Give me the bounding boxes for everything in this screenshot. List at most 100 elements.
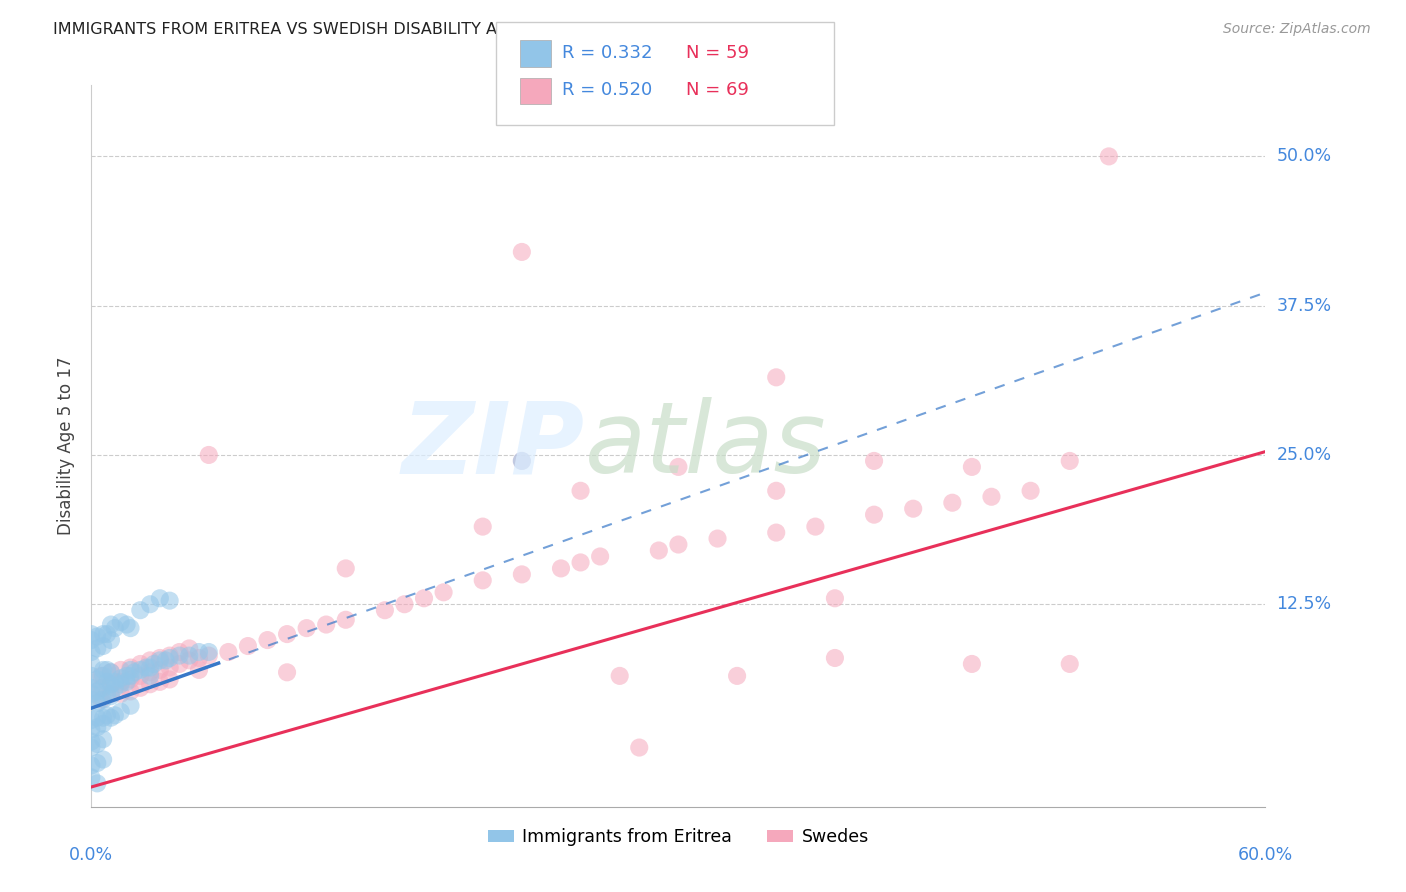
Point: [941, 496, 963, 510]
Point: [335, 613, 357, 627]
Point: [120, 684, 142, 698]
Point: [110, 687, 132, 701]
Point: [110, 705, 132, 719]
Text: ZIP: ZIP: [402, 398, 585, 494]
Point: [80, 687, 103, 701]
Point: [1059, 657, 1081, 671]
Point: [80, 771, 103, 785]
Point: [104, 681, 127, 695]
Point: [80, 633, 103, 648]
Point: [80, 645, 103, 659]
Point: [120, 673, 142, 687]
Point: [139, 669, 162, 683]
Point: [169, 645, 191, 659]
Point: [91, 663, 114, 677]
Point: [628, 740, 651, 755]
Point: [86, 641, 108, 656]
Point: [110, 677, 132, 691]
Point: [159, 651, 181, 665]
Point: [188, 645, 211, 659]
Point: [765, 370, 787, 384]
Point: [149, 591, 172, 606]
Point: [80, 693, 103, 707]
Point: [80, 669, 103, 683]
Point: [374, 603, 396, 617]
Point: [824, 591, 846, 606]
Point: [86, 737, 108, 751]
Point: [569, 556, 592, 570]
Point: [804, 519, 827, 533]
Point: [394, 597, 416, 611]
Point: [256, 633, 278, 648]
Point: [86, 756, 108, 770]
Point: [96, 627, 118, 641]
Text: 12.5%: 12.5%: [1277, 595, 1331, 613]
Point: [100, 677, 122, 691]
Point: [510, 567, 533, 582]
Point: [901, 501, 924, 516]
Point: [149, 653, 172, 667]
Point: [86, 673, 108, 687]
Point: [124, 665, 146, 680]
Text: N = 69: N = 69: [686, 81, 749, 99]
Point: [80, 723, 103, 737]
Text: Source: ZipAtlas.com: Source: ZipAtlas.com: [1223, 22, 1371, 37]
Point: [80, 681, 103, 695]
Point: [104, 621, 127, 635]
Point: [91, 716, 114, 731]
Point: [471, 574, 494, 588]
Point: [96, 687, 118, 701]
Point: [295, 621, 318, 635]
Point: [179, 653, 201, 667]
Point: [91, 732, 114, 747]
Point: [197, 648, 219, 663]
Point: [1098, 149, 1121, 163]
Point: [110, 674, 132, 689]
Point: [120, 621, 142, 635]
Point: [86, 630, 108, 644]
Point: [110, 671, 132, 685]
Point: [139, 677, 162, 691]
Point: [91, 669, 114, 683]
Point: [91, 639, 114, 653]
Point: [648, 543, 671, 558]
Point: [149, 663, 172, 677]
Point: [139, 597, 162, 611]
Text: 25.0%: 25.0%: [1277, 446, 1331, 464]
Point: [100, 665, 122, 680]
Point: [149, 651, 172, 665]
Point: [315, 617, 337, 632]
Point: [100, 711, 122, 725]
Point: [86, 776, 108, 790]
Point: [135, 660, 157, 674]
Point: [80, 734, 103, 748]
Point: [110, 663, 132, 677]
Point: [91, 681, 114, 695]
Point: [960, 657, 983, 671]
Point: [188, 663, 211, 677]
Point: [86, 697, 108, 711]
Point: [100, 689, 122, 703]
Point: [149, 674, 172, 689]
Point: [159, 648, 181, 663]
Point: [188, 651, 211, 665]
Point: [765, 525, 787, 540]
Point: [824, 651, 846, 665]
Point: [90, 669, 112, 683]
Point: [80, 713, 103, 727]
Point: [86, 720, 108, 734]
Point: [91, 711, 114, 725]
Point: [706, 532, 728, 546]
Point: [1019, 483, 1042, 498]
Point: [100, 665, 122, 680]
Point: [863, 454, 886, 468]
Point: [80, 758, 103, 772]
Point: [589, 549, 612, 564]
Point: [91, 627, 114, 641]
Point: [159, 593, 181, 607]
Point: [129, 603, 152, 617]
Point: [96, 674, 118, 689]
Point: [169, 657, 191, 671]
Point: [980, 490, 1002, 504]
Point: [510, 244, 533, 259]
